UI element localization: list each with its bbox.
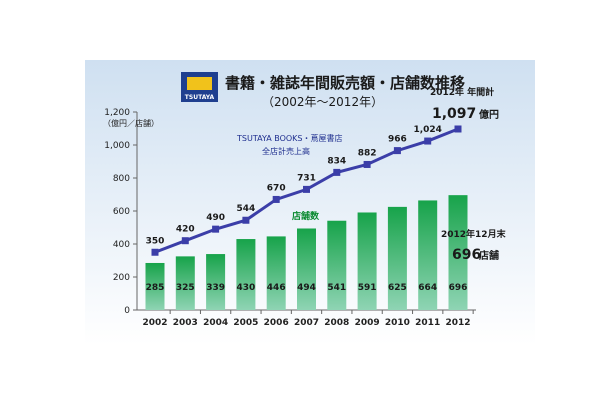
chart-title: 書籍・雑誌年間販売額・店舗数推移 — [225, 74, 465, 92]
y-tick-label: 400 — [113, 240, 130, 250]
sales-marker-2004 — [212, 225, 220, 233]
x-tick-label: 2011 — [415, 318, 440, 328]
x-tick-label: 2005 — [233, 318, 258, 328]
annotation-sales-value: 1,097 — [432, 106, 476, 122]
annotation-stores-value: 696 — [452, 247, 481, 263]
line-value-label: 731 — [297, 173, 316, 183]
bar-value-label: 285 — [146, 283, 165, 293]
bar-value-label: 591 — [358, 283, 377, 293]
bar-value-label: 446 — [267, 283, 286, 293]
sales-marker-2003 — [181, 237, 189, 245]
line-value-label: 966 — [388, 135, 407, 145]
sales-marker-2007 — [303, 185, 310, 193]
bar-2012 — [448, 195, 468, 310]
y-tick-label: 1,000 — [104, 141, 130, 151]
line-value-label: 544 — [237, 204, 256, 214]
x-tick-label: 2009 — [355, 318, 380, 328]
annotation-stores-unit: 店舗 — [479, 249, 499, 262]
y-tick-label: 0 — [124, 306, 130, 316]
line-value-label: 834 — [327, 156, 346, 166]
bar-value-label: 339 — [206, 283, 225, 293]
line-value-label: 350 — [146, 236, 165, 246]
x-axis-ticks: 2002 2003 2004 2005 2006 2007 2008 2009 2010 2011… — [142, 310, 474, 328]
x-tick-label: 2010 — [385, 318, 410, 328]
sales-marker-2012 — [454, 125, 462, 133]
line-value-labels: 350 420 490 544 670 731 834 882 966 1,024 — [146, 125, 442, 246]
sales-marker-2008 — [333, 168, 341, 176]
line-value-label: 1,024 — [413, 125, 441, 135]
bar-2009 — [357, 212, 377, 310]
bar-2005 — [236, 239, 256, 310]
bar-2010 — [387, 206, 407, 310]
line-series-sales — [151, 125, 462, 256]
x-tick-label: 2008 — [324, 318, 349, 328]
bar-value-labels: 285 325 339 430 446 494 541 591 625 664 696 — [146, 283, 468, 293]
sales-marker-2011 — [424, 137, 432, 145]
bar-2002 — [145, 262, 165, 310]
sales-marker-2010 — [393, 147, 401, 155]
chart-subtitle: （2002年～2012年） — [262, 95, 383, 109]
bar-series-stores — [145, 195, 468, 310]
sales-marker-2009 — [363, 160, 371, 168]
bar-value-label: 696 — [449, 283, 468, 293]
annotation-sales-unit: 億円 — [479, 108, 499, 121]
bar-value-label: 664 — [418, 283, 437, 293]
bar-value-label: 325 — [176, 283, 195, 293]
sales-marker-2005 — [242, 216, 250, 224]
x-tick-label: 2007 — [294, 318, 319, 328]
line-value-label: 490 — [206, 213, 225, 223]
bar-2011 — [418, 200, 438, 310]
y-tick-label: 800 — [113, 174, 130, 184]
sales-marker-2002 — [151, 248, 159, 256]
y-axis-unit-label: （億円／店舗） — [103, 118, 159, 128]
bar-value-label: 625 — [388, 283, 407, 293]
y-tick-label: 1,200 — [104, 108, 130, 118]
sales-marker-2006 — [272, 195, 280, 203]
line-value-label: 420 — [176, 225, 195, 235]
logo-text: TSUTAYA — [185, 94, 215, 101]
x-tick-label: 2002 — [142, 318, 167, 328]
line-value-label: 670 — [267, 183, 286, 193]
line-legend-group-label: TSUTAYA BOOKS・蔦屋書店 — [236, 133, 342, 143]
y-tick-label: 600 — [113, 207, 130, 217]
x-tick-label: 2003 — [173, 318, 198, 328]
bar-value-label: 541 — [327, 283, 346, 293]
bar-series-label: 店舗数 — [292, 210, 320, 222]
bar-value-label: 494 — [297, 283, 316, 293]
y-tick-label: 200 — [113, 273, 130, 283]
line-value-label: 882 — [358, 148, 377, 158]
tsutaya-logo: TSUTAYA — [181, 72, 218, 102]
bar-2008 — [327, 220, 347, 310]
x-tick-label: 2006 — [264, 318, 289, 328]
x-tick-label: 2012 — [445, 318, 470, 328]
x-tick-label: 2004 — [203, 318, 228, 328]
bar-value-label: 430 — [237, 283, 256, 293]
bar-2003 — [175, 256, 195, 310]
annotation-stores-label: 2012年12月末 — [441, 228, 507, 240]
annotation-sales-label: 2012年 年間計 — [430, 86, 494, 98]
bar-2006 — [266, 236, 286, 310]
line-series-label: 全店計売上高 — [262, 146, 310, 156]
bar-2007 — [297, 228, 316, 310]
bar-2004 — [206, 254, 226, 310]
y-axis-ticks: 0 200 400 600 800 1,000 1,200 — [104, 108, 137, 316]
